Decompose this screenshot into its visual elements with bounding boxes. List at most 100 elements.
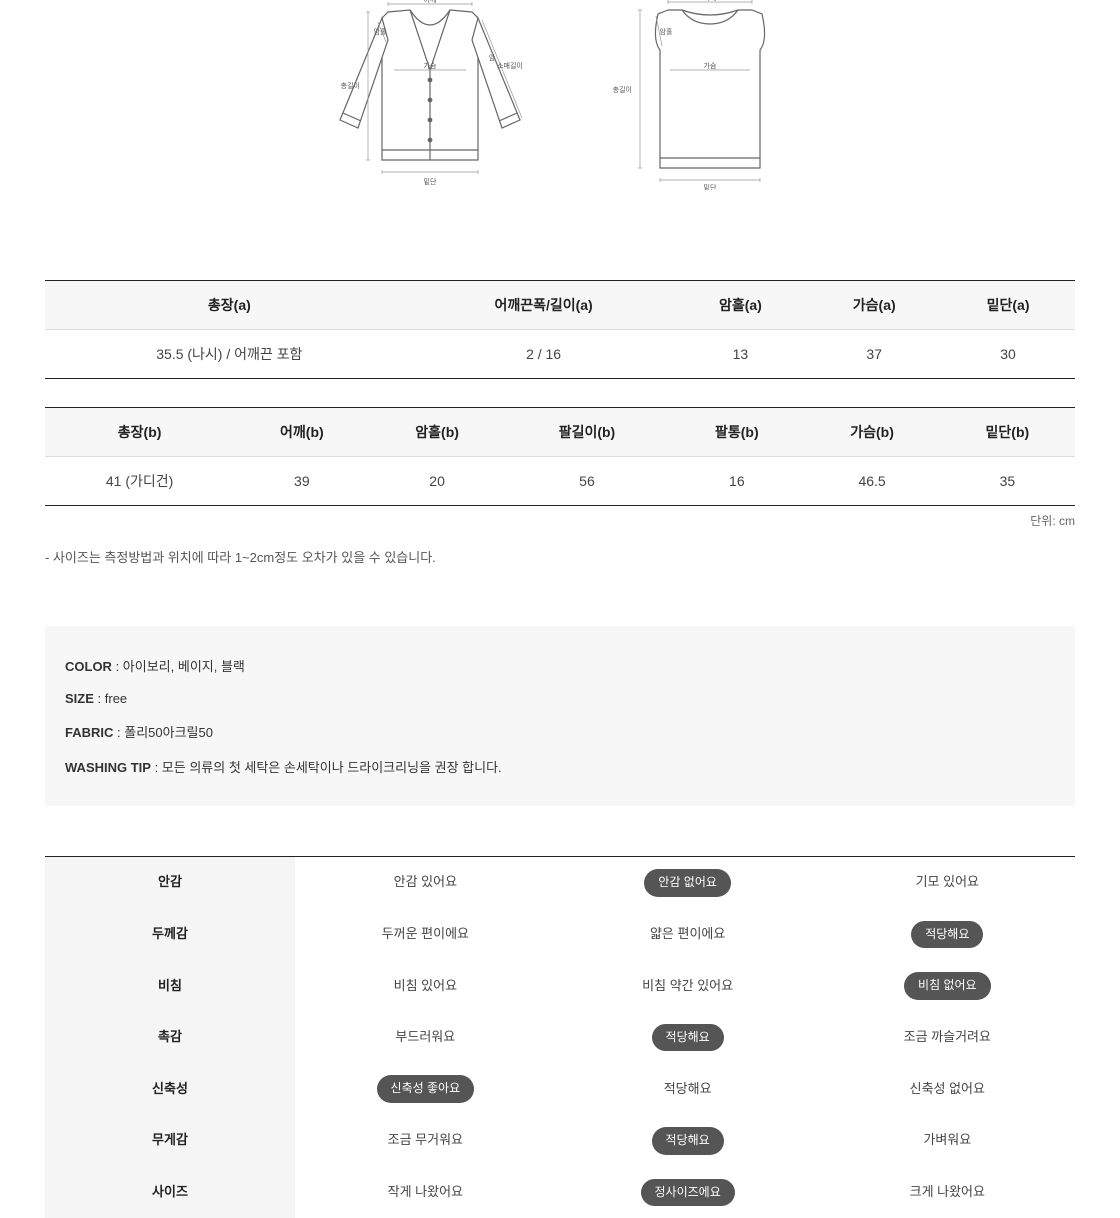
label-hem: 밑단	[424, 177, 437, 186]
attribute-option: 두꺼운 편이에요	[295, 909, 556, 961]
attribute-row: 무게감 조금 무거워요 적당해요 가벼워요	[45, 1115, 1075, 1167]
attribute-option: 안감 있어요	[295, 857, 556, 909]
info-color-value: 아이보리, 베이지, 블랙	[123, 659, 245, 674]
table-cell: 35.5 (나시) / 어깨끈 포함	[45, 330, 414, 379]
option-text: 안감 있어요	[390, 872, 461, 893]
option-text: 비침 있어요	[390, 976, 461, 997]
info-washing: WASHING TIP : 모든 의류의 첫 세탁은 손세탁이나 드라이크리닝을…	[65, 749, 1055, 784]
option-text: 적당해요	[660, 1079, 716, 1100]
label-sleeve: 소매길이	[497, 61, 523, 70]
option-text: 기모 있어요	[912, 872, 983, 893]
table-cell: 13	[673, 330, 807, 379]
attribute-row: 사이즈작게 나왔어요정사이즈에요크게 나왔어요	[45, 1167, 1075, 1218]
table-row: 41 (가디건)3920561646.535	[45, 457, 1075, 506]
attribute-option: 적당해요	[556, 1115, 820, 1167]
selected-pill: 적당해요	[911, 921, 983, 949]
table-row: 35.5 (나시) / 어깨끈 포함2 / 16133730	[45, 330, 1075, 379]
table-cell: 37	[807, 330, 941, 379]
attribute-option: 신축성 없어요	[820, 1063, 1075, 1115]
table-header: 어깨(b)	[234, 408, 369, 457]
label-total-length-v: 총길이	[613, 85, 632, 94]
attribute-row: 신축성 신축성 좋아요 적당해요 신축성 없어요	[45, 1063, 1075, 1115]
table-header: 암홀(a)	[673, 281, 807, 330]
table-cell: 20	[369, 457, 504, 506]
info-size-label: SIZE	[65, 691, 94, 706]
label-arm: 암	[489, 54, 496, 62]
table-header: 팔통(b)	[669, 408, 804, 457]
option-text: 얇은 편이에요	[646, 924, 729, 945]
label-shoulder-v: 어깨	[704, 0, 717, 2]
label-shoulder: 어깨	[424, 0, 437, 4]
attribute-option: 정사이즈에요	[556, 1167, 820, 1218]
table-cell: 30	[941, 330, 1075, 379]
table-header: 총장(b)	[45, 408, 234, 457]
attribute-option: 비침 없어요	[820, 960, 1075, 1012]
attribute-row: 안감 안감 있어요 안감 없어요 기모 있어요	[45, 857, 1075, 909]
info-fabric: FABRIC : 폴리50아크릴50	[65, 714, 1055, 749]
table-header: 팔길이(b)	[505, 408, 669, 457]
attribute-label: 안감	[45, 857, 295, 909]
info-color: COLOR : 아이보리, 베이지, 블랙	[65, 648, 1055, 683]
option-text: 신축성 없어요	[906, 1079, 989, 1100]
product-info-box: COLOR : 아이보리, 베이지, 블랙 SIZE : free FABRIC…	[45, 626, 1075, 806]
table-cell: 41 (가디건)	[45, 457, 234, 506]
table-header: 총장(a)	[45, 281, 414, 330]
attribute-option: 안감 없어요	[556, 857, 820, 909]
table-cell: 39	[234, 457, 369, 506]
attribute-row: 두께감 두꺼운 편이에요 얇은 편이에요 적당해요	[45, 909, 1075, 961]
option-text: 작게 나왔어요	[384, 1182, 467, 1203]
attribute-option: 적당해요	[556, 1063, 820, 1115]
table-cell: 2 / 16	[414, 330, 674, 379]
table-header: 밑단(b)	[940, 408, 1075, 457]
label-chest: 가슴	[424, 61, 437, 70]
option-text: 조금 무거워요	[384, 1130, 467, 1151]
info-color-label: COLOR	[65, 659, 112, 674]
attribute-label: 비침	[45, 960, 295, 1012]
option-text: 두꺼운 편이에요	[378, 924, 473, 945]
attribute-option: 조금 무거워요	[295, 1115, 556, 1167]
table-header: 가슴(a)	[807, 281, 941, 330]
selected-pill: 안감 없어요	[644, 869, 731, 897]
table-cell: 35	[940, 457, 1075, 506]
table-cell: 56	[505, 457, 669, 506]
info-washing-value: 모든 의류의 첫 세탁은 손세탁이나 드라이크리닝을 권장 합니다.	[162, 760, 502, 775]
attribute-option: 조금 까슬거려요	[820, 1012, 1075, 1064]
selected-pill: 신축성 좋아요	[377, 1075, 475, 1103]
cardigan-diagram: 어깨 암홀 가슴 총길이 소매길이 밑단 암	[310, 0, 550, 190]
attribute-option: 가벼워요	[820, 1115, 1075, 1167]
attribute-table: 안감안감 있어요안감 없어요기모 있어요두께감두꺼운 편이에요얇은 편이에요적당…	[45, 856, 1075, 1218]
attribute-label: 무게감	[45, 1115, 295, 1167]
size-disclaimer: - 사이즈는 측정방법과 위치에 따라 1~2cm정도 오차가 있을 수 있습니…	[45, 547, 1075, 566]
garment-diagrams: 어깨 암홀 가슴 총길이 소매길이 밑단 암 어깨 암홀	[45, 0, 1075, 280]
attribute-option: 신축성 좋아요	[295, 1063, 556, 1115]
attribute-label: 촉감	[45, 1012, 295, 1064]
attribute-option: 부드러워요	[295, 1012, 556, 1064]
info-size-value: free	[105, 691, 127, 706]
label-armhole-v: 암홀	[660, 27, 673, 36]
attribute-label: 두께감	[45, 909, 295, 961]
info-fabric-value: 폴리50아크릴50	[124, 725, 213, 740]
table-header: 밑단(a)	[941, 281, 1075, 330]
table-header: 가슴(b)	[804, 408, 939, 457]
attribute-option: 적당해요	[556, 1012, 820, 1064]
attribute-label: 신축성	[45, 1063, 295, 1115]
table-header: 암홀(b)	[369, 408, 504, 457]
vest-diagram: 어깨 암홀 가슴 총길이 밑단	[610, 0, 810, 190]
label-total-length: 총길이	[341, 81, 360, 90]
size-table-a: 총장(a)어깨끈폭/길이(a)암홀(a)가슴(a)밑단(a) 35.5 (나시)…	[45, 280, 1075, 379]
table-cell: 16	[669, 457, 804, 506]
selected-pill: 적당해요	[652, 1127, 724, 1155]
label-hem-v: 밑단	[704, 183, 717, 190]
selected-pill: 적당해요	[652, 1024, 724, 1052]
selected-pill: 정사이즈에요	[641, 1179, 735, 1207]
label-chest-v: 가슴	[704, 61, 717, 70]
attribute-option: 작게 나왔어요	[295, 1167, 556, 1218]
table-header: 어깨끈폭/길이(a)	[414, 281, 674, 330]
attribute-option: 크게 나왔어요	[820, 1167, 1075, 1218]
attribute-row: 비침 비침 있어요 비침 약간 있어요비침 없어요	[45, 960, 1075, 1012]
label-armhole: 암홀	[374, 27, 387, 36]
option-text: 부드러워요	[391, 1027, 459, 1048]
attribute-option: 비침 약간 있어요	[556, 960, 820, 1012]
attribute-option: 적당해요	[820, 909, 1075, 961]
option-text: 크게 나왔어요	[906, 1182, 989, 1203]
